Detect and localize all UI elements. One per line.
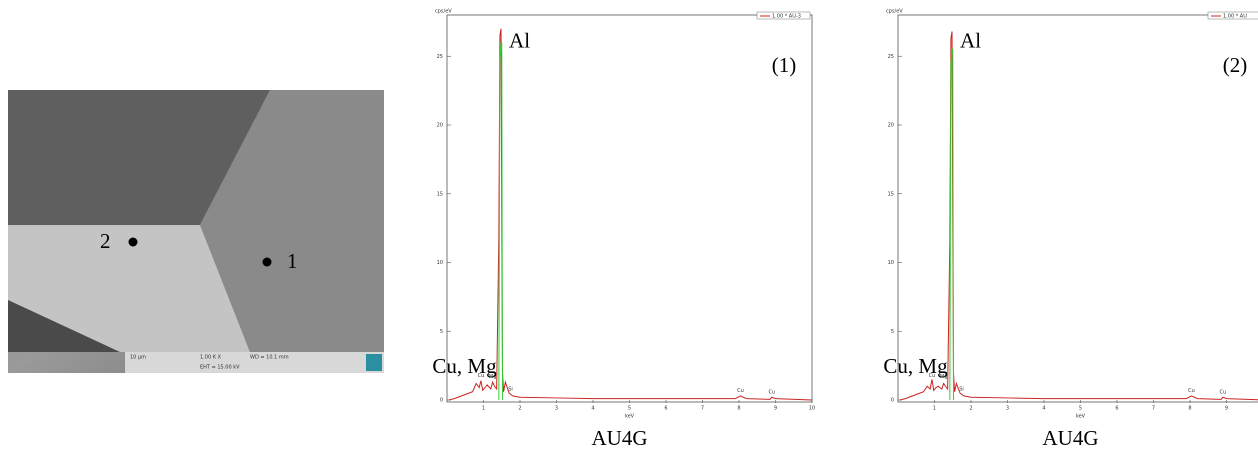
y-tick-label: 15	[888, 191, 894, 197]
y-tick-label: 0	[440, 398, 443, 404]
x-tick-label: 3	[555, 406, 558, 412]
info-text: WD = 10.1 mm	[250, 355, 289, 361]
x-tick-label: 2	[969, 406, 972, 412]
point-marker	[128, 237, 138, 247]
info-text: 1.00 K X	[200, 355, 222, 361]
peak-label: Mg	[940, 374, 948, 380]
x-tick-label: 4	[1042, 406, 1045, 412]
spectrum-chart: cps/eV keV 0 5 10 15 20 25 1 2 3 4 5 6 7 8 9 10 1.00 * AU-…	[432, 9, 815, 450]
y-tick-label: 10	[437, 260, 443, 266]
legend-box	[756, 11, 811, 20]
info-text: EHT = 15.00 kV	[200, 365, 240, 371]
y-tick-label: 20	[437, 123, 443, 129]
y-axis-label: cps/eV	[435, 9, 452, 15]
annotation: Cu, Mg	[432, 354, 497, 378]
x-tick-label: 6	[664, 406, 667, 412]
y-tick-label: 0	[891, 398, 894, 404]
sem-image: 1 2 10 µm 1.00 K X WD = 10.1 mm EHT = 15…	[8, 90, 384, 373]
peak-label: Si	[508, 387, 513, 393]
legend-box	[1207, 11, 1258, 20]
caption: AU4G	[592, 426, 648, 450]
x-tick-label: 6	[1115, 406, 1118, 412]
peak-label: Cu	[478, 373, 485, 379]
y-axis-label: cps/eV	[886, 9, 903, 15]
peak-label: Mg	[489, 374, 497, 380]
y-tick-label: 5	[891, 329, 894, 335]
spectrum-line	[949, 48, 954, 401]
y-tick-label: 25	[437, 54, 443, 60]
point-label: 2	[100, 229, 111, 253]
annotation: Al	[960, 28, 981, 52]
spectrum-line	[899, 31, 1258, 401]
point-label: 1	[287, 249, 298, 273]
x-axis-label: keV	[625, 414, 635, 420]
x-tick-label: 1	[933, 406, 936, 412]
peak-label: Cu	[1220, 389, 1227, 395]
x-tick-label: 9	[774, 406, 777, 412]
panel-label: (2)	[1223, 53, 1248, 77]
caption: AU4G	[1043, 426, 1099, 450]
x-tick-label: 10	[809, 406, 815, 412]
peak-label: Cu	[769, 389, 776, 395]
x-tick-label: 5	[628, 406, 631, 412]
x-tick-label: 3	[1006, 406, 1009, 412]
point-marker	[262, 257, 272, 267]
y-tick-label: 15	[437, 191, 443, 197]
spectrum-line	[448, 28, 813, 401]
annotation: Al	[509, 28, 530, 52]
y-tick-label: 10	[888, 260, 894, 266]
x-tick-label: 2	[518, 406, 521, 412]
panel-label: (1)	[772, 53, 797, 77]
x-tick-label: 8	[1188, 406, 1191, 412]
y-tick-label: 5	[440, 329, 443, 335]
peak-label: Si	[959, 387, 964, 393]
peak-label: Cu	[737, 388, 744, 394]
info-text: 10 µm	[130, 355, 146, 361]
x-tick-label: 4	[591, 406, 594, 412]
x-tick-label: 5	[1079, 406, 1082, 412]
legend-label: 1.00 * AU-3	[772, 14, 801, 20]
x-tick-label: 7	[1152, 406, 1155, 412]
y-tick-label: 25	[888, 54, 894, 60]
peak-label: Cu	[1188, 388, 1195, 394]
x-tick-label: 9	[1225, 406, 1228, 412]
peak-label: Cu	[929, 373, 936, 379]
y-tick-label: 20	[888, 123, 894, 129]
annotation: Cu, Mg	[883, 354, 948, 378]
x-tick-label: 1	[482, 406, 485, 412]
spectrum-line	[498, 42, 503, 401]
x-tick-label: 7	[701, 406, 704, 412]
x-axis-label: keV	[1076, 414, 1086, 420]
x-tick-label: 8	[737, 406, 740, 412]
legend-label: 1.00 * AU	[1223, 14, 1247, 20]
